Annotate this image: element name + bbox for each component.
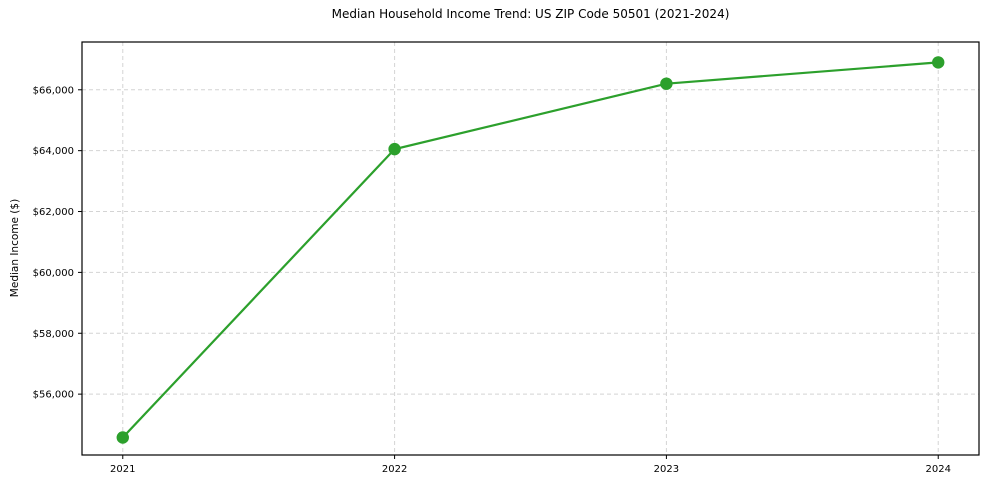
y-axis-label: Median Income ($) [9,198,21,298]
plot-border [81,41,980,456]
data-point [116,431,129,444]
x-tick-label: 2023 [654,464,679,475]
x-tick-label: 2022 [382,464,407,475]
y-tick-label: $60,000 [33,268,74,279]
data-point [388,142,401,156]
y-tick-label: $64,000 [33,146,74,157]
data-point [932,56,945,69]
y-tick-label: $62,000 [33,207,74,218]
income-trend-line [121,61,940,439]
chart-title: Median Household Income Trend: US ZIP Co… [331,7,730,21]
x-tick-label: 2024 [926,464,951,475]
y-tick-label: $56,000 [33,390,74,401]
x-tick-label: 2021 [110,464,135,475]
y-tick-label: $66,000 [33,85,74,96]
y-tick-label: $58,000 [33,329,74,340]
data-point [660,77,673,90]
